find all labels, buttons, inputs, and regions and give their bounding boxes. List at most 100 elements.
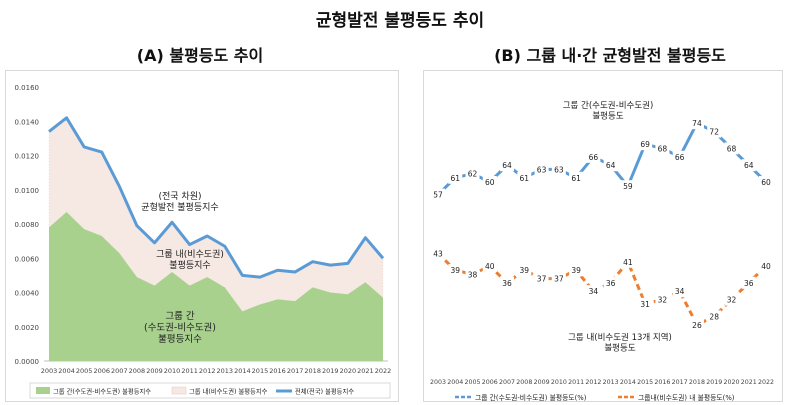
legend-box [29, 382, 391, 399]
data-label: 38 [468, 270, 478, 279]
legend-label-between: 그룹 간(수도권-비수도권) 불평등지수 [53, 387, 151, 396]
data-label-bg [551, 272, 566, 285]
data-label: 40 [485, 262, 495, 271]
x-tick-label: 2012 [585, 379, 601, 386]
data-label: 40 [761, 262, 771, 271]
legend-swatch-between [36, 387, 50, 394]
legend-label-within: 그룹 내(비수도권) 불평등지수 [189, 387, 268, 396]
data-label: 64 [606, 161, 616, 170]
x-tick-label: 2013 [217, 367, 234, 375]
data-label: 61 [571, 174, 581, 183]
data-label: 39 [571, 266, 581, 275]
x-tick-label: 2019 [706, 379, 722, 386]
data-label: 39 [520, 266, 530, 275]
y-tick-label: 0.0040 [15, 290, 40, 298]
x-tick-label: 2009 [534, 379, 550, 386]
x-tick-label: 2021 [741, 379, 757, 386]
x-tick-label: 2022 [758, 379, 774, 386]
data-label: 64 [502, 161, 512, 170]
data-label-bg [620, 255, 635, 268]
data-label-bg [586, 150, 601, 163]
data-label-bg [741, 159, 756, 172]
x-tick-label: 2019 [322, 367, 339, 375]
x-tick-label: 2014 [234, 367, 251, 375]
panel-a-title: (A) 불평등도 추이 [136, 46, 264, 65]
data-label: 68 [727, 144, 737, 153]
legend-label-total: 전체(전국) 불평등지수 [295, 387, 354, 396]
data-label: 63 [554, 165, 564, 174]
x-tick-label: 2013 [603, 379, 619, 386]
legend-label-between: 그룹 간(수도권-비수도권) 불평등도(%) [475, 393, 587, 402]
y-tick-label: 0.0060 [15, 255, 40, 263]
x-tick-label: 2005 [465, 379, 481, 386]
data-label-bg [569, 264, 584, 277]
x-tick-label: 2003 [430, 379, 446, 386]
y-tick-label: 0.0080 [15, 221, 40, 229]
data-label: 64 [744, 161, 754, 170]
x-tick-label: 2022 [375, 367, 392, 375]
x-tick-label: 2011 [568, 379, 584, 386]
annotation-within: 그룹 내(비수도권 13개 지역) 불평등도 [568, 332, 672, 354]
x-tick-label: 2006 [93, 367, 110, 375]
data-label-bg [672, 285, 687, 298]
panel-a-frame [5, 70, 399, 402]
page-title: 균형발전 불평등도 추이 [315, 11, 485, 31]
legend-swatch-within [171, 386, 187, 395]
data-label: 59 [623, 182, 633, 191]
data-label-bg [672, 150, 687, 163]
x-tick-label: 2015 [252, 367, 269, 375]
between-group-area [49, 212, 383, 361]
annotation-between: 그룹 간 (수도권-비수도권) 불평등지수 [144, 311, 216, 345]
data-label: 60 [761, 178, 771, 187]
panel-b-title: (B) 그룹 내·간 균형발전 불평등도 [494, 46, 726, 65]
y-tick-label: 0.0160 [15, 84, 40, 92]
data-label: 63 [537, 165, 547, 174]
data-label-bg [465, 268, 480, 281]
data-label-bg [551, 163, 566, 176]
legend-label-within: 그룹내(비수도권) 내 불평등도(%) [638, 393, 735, 402]
data-label-bg [759, 176, 773, 188]
data-label: 41 [623, 258, 633, 267]
data-label-bg [517, 171, 532, 184]
data-label: 60 [485, 178, 495, 187]
y-tick-label: 0.0140 [15, 118, 40, 126]
x-tick-label: 2008 [516, 379, 532, 386]
data-label: 69 [640, 140, 650, 149]
data-label-bg [724, 293, 739, 306]
data-label-bg [603, 276, 618, 289]
x-tick-label: 2018 [304, 367, 321, 375]
total-index-line [48, 116, 385, 279]
x-tick-label: 2017 [672, 379, 688, 386]
data-label-bg [517, 264, 532, 277]
x-tick-label: 2020 [340, 367, 357, 375]
data-label: 39 [450, 266, 460, 275]
data-label-bg [603, 159, 618, 172]
data-label-bg [431, 247, 445, 260]
x-tick-label: 2006 [482, 379, 498, 386]
x-tick-label: 2010 [164, 367, 181, 375]
data-label: 37 [537, 275, 547, 284]
y-tick-label: 0.0120 [15, 153, 40, 161]
data-label: 74 [692, 119, 702, 128]
x-tick-label: 2004 [447, 379, 463, 386]
data-label: 57 [433, 191, 443, 200]
data-label-bg [448, 171, 463, 184]
annotation-within: 그룹 내(비수도권) 불평등지수 [156, 248, 224, 271]
data-label-bg [482, 260, 497, 272]
x-tick-label: 2007 [499, 379, 515, 386]
data-label: 36 [744, 279, 754, 288]
y-tick-label: 0.0020 [15, 324, 40, 332]
x-tick-label: 2017 [287, 367, 304, 375]
x-tick-label: 2021 [357, 367, 374, 375]
x-tick-label: 2003 [41, 367, 58, 375]
data-label: 36 [606, 279, 616, 288]
x-tick-label: 2009 [146, 367, 163, 375]
data-label: 28 [709, 312, 719, 321]
data-label-bg [655, 293, 670, 306]
data-label-bg [638, 138, 653, 151]
data-label: 32 [727, 296, 737, 305]
x-tick-label: 2016 [654, 379, 670, 386]
x-tick-label: 2011 [181, 367, 198, 375]
